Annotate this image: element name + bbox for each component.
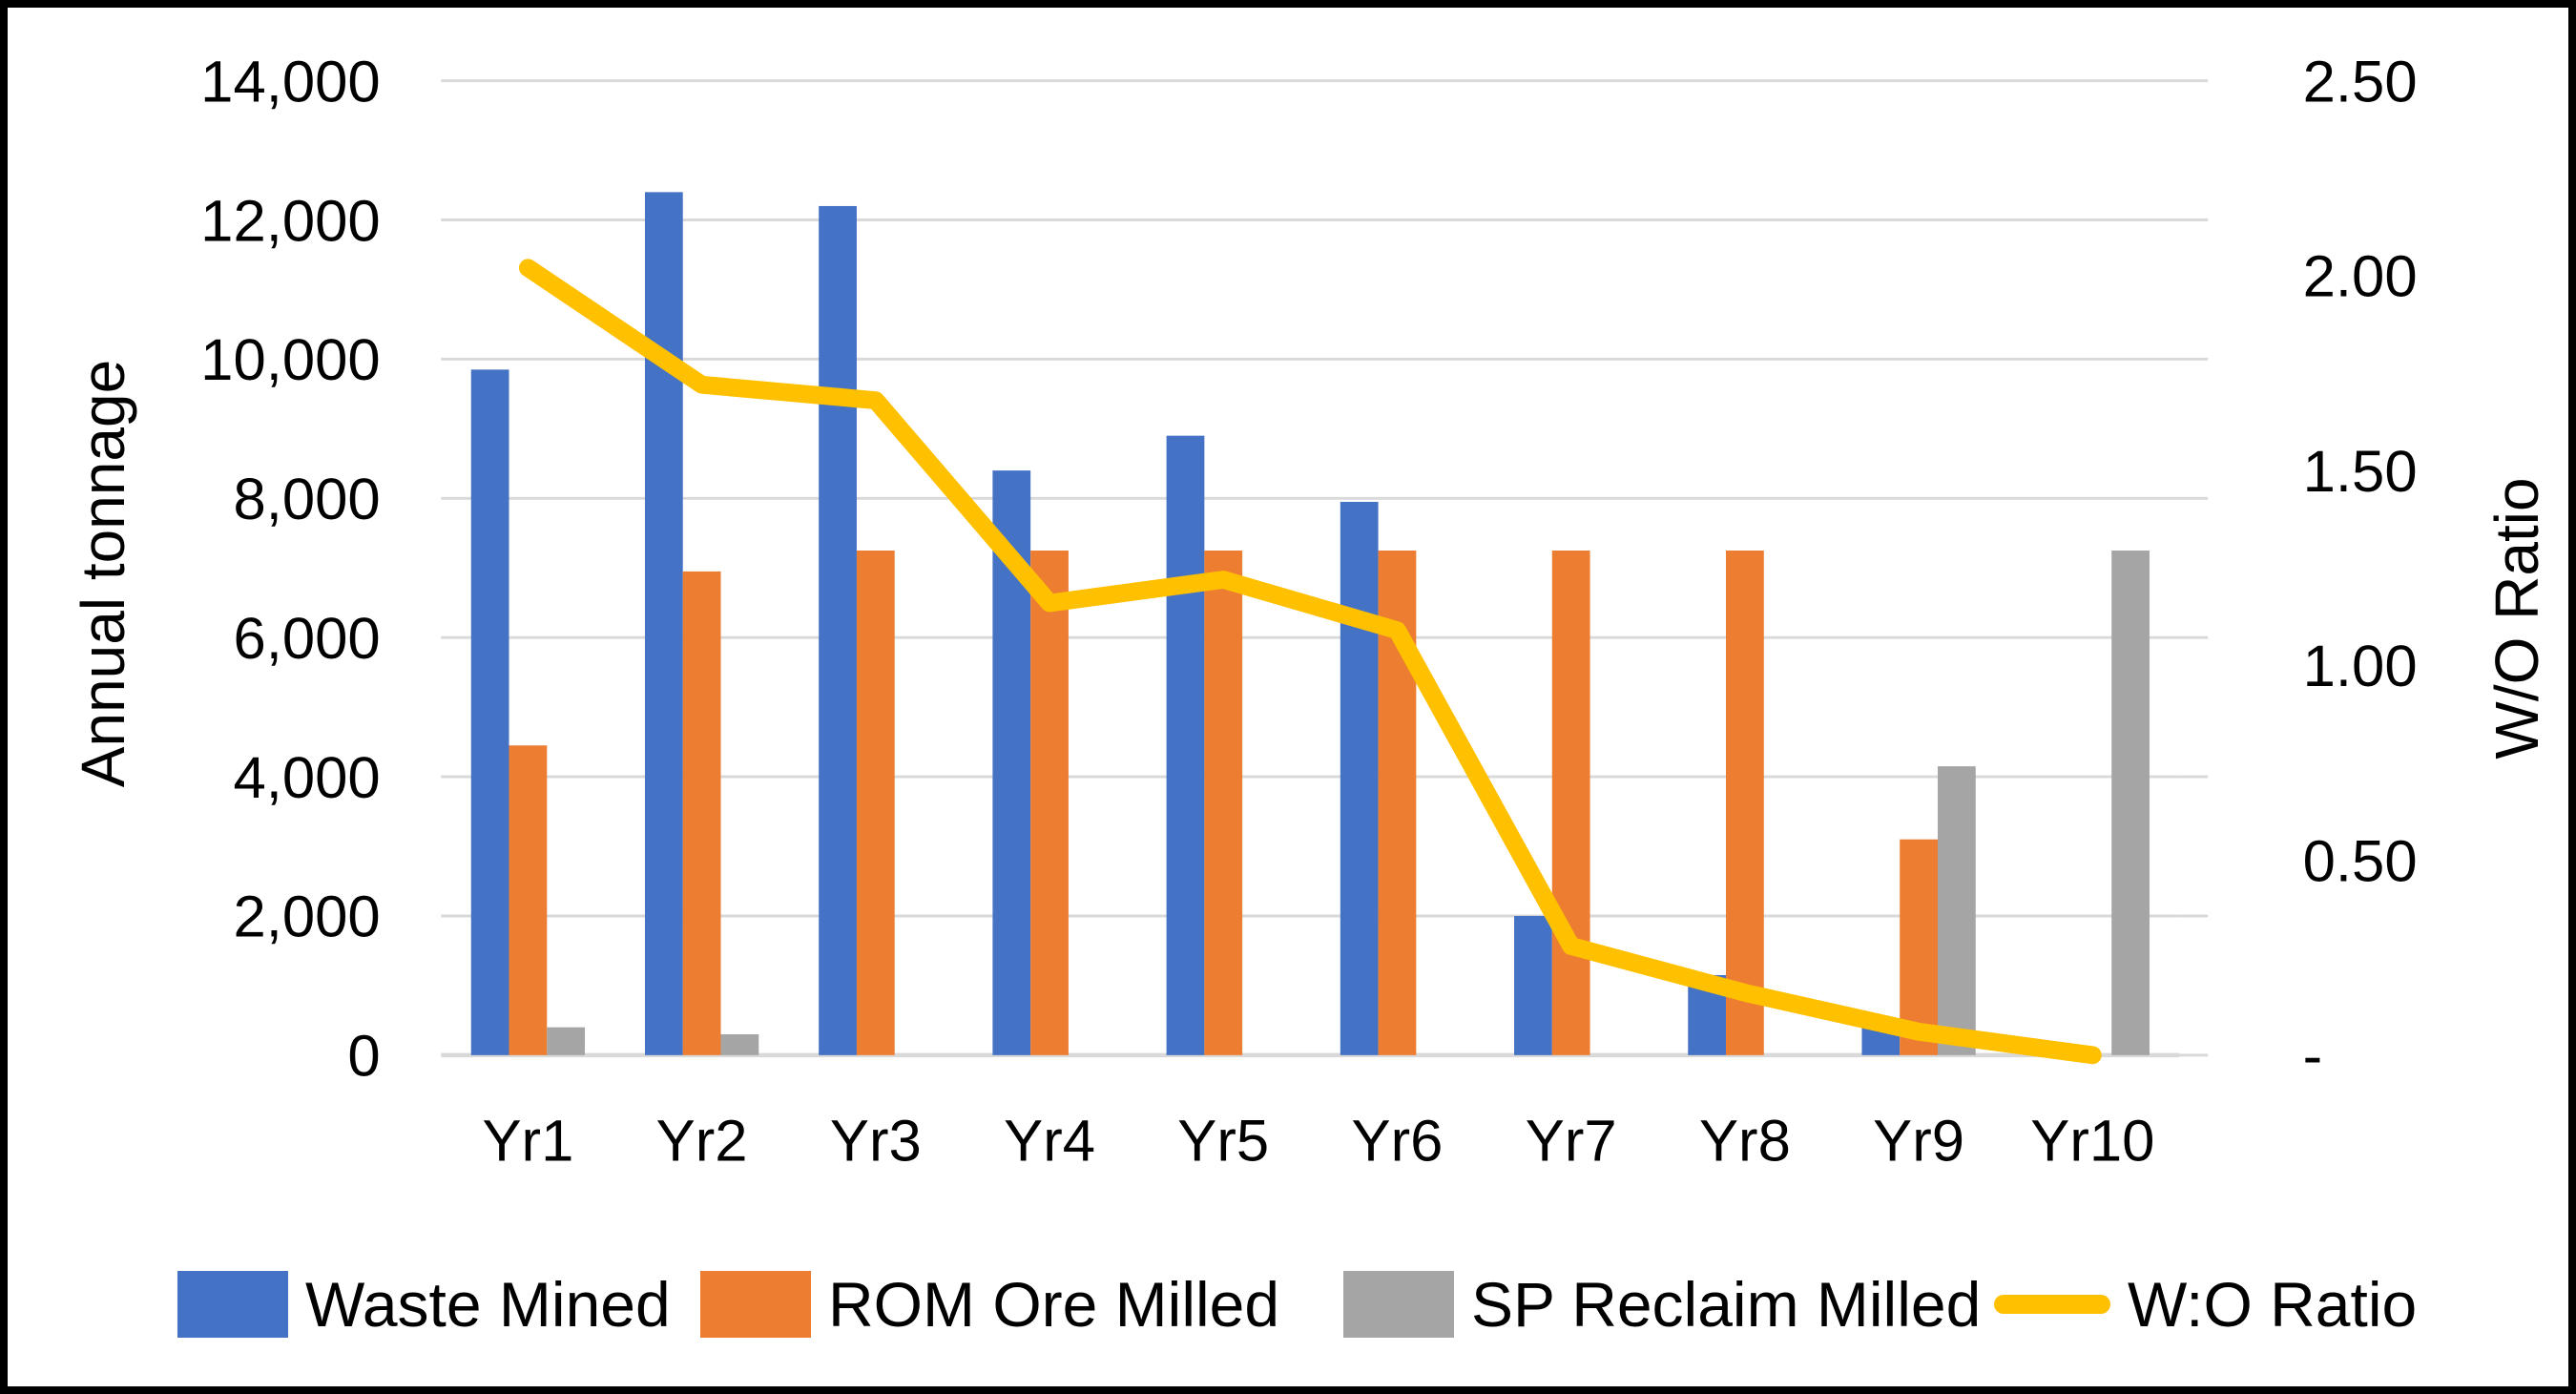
bar-yr2	[720, 1033, 759, 1055]
combo-chart-canvas: 0 2,000 4,000 6,000 8,000 10,000 12,000 14,000 -…	[200, 50, 2418, 1175]
legend-label: SP Reclaim Milled	[1471, 1269, 1982, 1340]
legend: Waste Mined ROM Ore Milled SP Reclaim Mi…	[8, 1269, 2568, 1345]
x-label-yr10: Yr10	[2030, 1109, 2154, 1175]
legend-label: ROM Ore Milled	[828, 1269, 1280, 1340]
legend-item-rom-ore-milled: ROM Ore Milled	[700, 1269, 1279, 1340]
ratio-line	[518, 259, 2102, 1065]
left-tick-label: 12,000	[200, 188, 380, 254]
bar-yr1	[470, 369, 509, 1055]
left-tick-label: 2,000	[233, 884, 380, 950]
left-tick-label: 10,000	[200, 327, 380, 393]
legend-label: Waste Mined	[305, 1269, 671, 1340]
right-tick-label: 0.50	[2303, 829, 2418, 895]
left-tick-label: 4,000	[233, 745, 380, 811]
waste-mined-swatch-icon	[177, 1271, 288, 1338]
x-label-yr5: Yr5	[1177, 1109, 1269, 1175]
right-tick-label: -	[2303, 1024, 2323, 1090]
x-axis-labels: Yr1 Yr2 Yr3 Yr4 Yr5 Yr6 Yr7 Yr8 Yr9 Yr10	[482, 1109, 2154, 1175]
bar-yr9	[1937, 766, 1976, 1055]
sp-reclaim-milled-swatch-icon	[1343, 1271, 1454, 1338]
right-tick-label: 2.50	[2303, 50, 2418, 115]
right-tick-label: 2.00	[2303, 244, 2418, 310]
bar-yr5	[1204, 551, 1243, 1055]
legend-item-waste-mined: Waste Mined	[177, 1269, 671, 1340]
legend-label: W:O Ratio	[2128, 1269, 2418, 1340]
bar-yr9	[1900, 839, 1938, 1055]
x-label-yr1: Yr1	[482, 1109, 573, 1175]
left-tick-label: 8,000	[233, 467, 380, 532]
left-axis-ticks: 0 2,000 4,000 6,000 8,000 10,000 12,000 14,000	[200, 50, 380, 1090]
bar-yr5	[1166, 435, 1205, 1055]
wo-ratio-line-swatch-icon	[1994, 1295, 2110, 1314]
bar-yr8	[1726, 551, 1764, 1055]
x-label-yr7: Yr7	[1526, 1109, 1617, 1175]
x-label-yr3: Yr3	[830, 1109, 922, 1175]
left-axis-title: Annual tonnage	[69, 359, 137, 788]
bar-yr7	[1551, 551, 1590, 1055]
right-axis-title: W/O Ratio	[2483, 477, 2551, 759]
right-tick-label: 1.50	[2303, 439, 2418, 505]
bar-yr1	[547, 1027, 586, 1055]
right-axis-ticks: - 0.50 1.00 1.50 2.00 2.50	[2303, 50, 2418, 1090]
legend-item-wo-ratio: W:O Ratio	[1994, 1269, 2417, 1340]
rom-ore-milled-swatch-icon	[700, 1271, 811, 1338]
legend-item-sp-reclaim-milled: SP Reclaim Milled	[1343, 1269, 1981, 1340]
bar-yr4	[1030, 551, 1069, 1055]
bar-yr10	[2111, 551, 2150, 1055]
x-label-yr2: Yr2	[656, 1109, 748, 1175]
x-label-yr4: Yr4	[1004, 1109, 1095, 1175]
left-tick-label: 14,000	[200, 50, 380, 115]
bar-yr3	[819, 205, 857, 1055]
bar-yr6	[1340, 501, 1379, 1055]
bar-yr7	[1514, 915, 1552, 1055]
bar-yr1	[509, 745, 548, 1055]
left-tick-label: 0	[347, 1024, 380, 1090]
x-label-yr6: Yr6	[1352, 1109, 1444, 1175]
x-label-yr9: Yr9	[1873, 1109, 1964, 1175]
left-tick-label: 6,000	[233, 606, 380, 672]
x-label-yr8: Yr8	[1699, 1109, 1791, 1175]
bar-yr2	[644, 192, 683, 1055]
right-tick-label: 1.00	[2303, 634, 2418, 699]
bar-series-sp-reclaim-milled	[547, 551, 2150, 1055]
bar-yr2	[682, 571, 721, 1055]
bar-yr3	[856, 551, 895, 1055]
